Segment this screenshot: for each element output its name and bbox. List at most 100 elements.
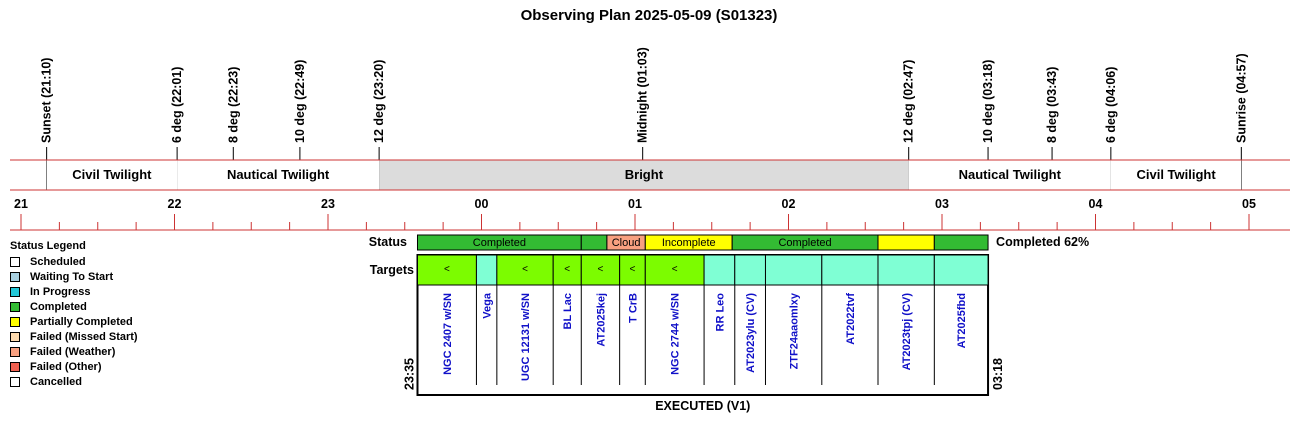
target-name: NGC 2407 w/SN	[442, 293, 454, 375]
event-markers: Sunset (21:10) 6 deg (22:01) 8 deg (22:23)…	[40, 47, 1248, 190]
target-name: NGC 2744 w/SN	[670, 293, 682, 375]
legend-swatch	[10, 286, 20, 297]
target-name: AT2023tpj (CV)	[901, 293, 913, 371]
target-mark: <	[522, 264, 528, 275]
event-label: 6 deg (04:06)	[1104, 67, 1118, 143]
legend-label: Cancelled	[30, 375, 82, 388]
target-bar	[475, 254, 498, 286]
legend-item: Scheduled	[10, 254, 180, 269]
target-bar	[552, 254, 582, 286]
twilight-label: Civil Twilight	[1136, 167, 1216, 182]
target-bar	[821, 254, 879, 286]
target-mark: <	[598, 264, 604, 275]
event-label: Sunrise (04:57)	[1234, 53, 1248, 143]
legend-label: In Progress	[30, 285, 91, 298]
legend-swatch	[10, 256, 20, 267]
target-name: RR Leo	[714, 293, 726, 332]
event-label: Midnight (01:03)	[636, 47, 650, 143]
end-time-label: 03:18	[991, 358, 1005, 390]
status-band	[933, 234, 989, 251]
target-bar	[703, 254, 736, 286]
target-bar	[496, 254, 554, 286]
target-name: BL Lac	[562, 293, 574, 329]
targets-row-label: Targets	[370, 263, 414, 277]
legend-item: Failed (Other)	[10, 359, 180, 374]
legend-label: Failed (Missed Start)	[30, 330, 138, 343]
status-legend: Status Legend Scheduled Waiting To Start I…	[10, 238, 180, 389]
legend-swatch	[10, 316, 20, 327]
target-bar	[644, 254, 705, 286]
hour-tick-label: 05	[1242, 197, 1256, 211]
target-mark: <	[564, 264, 570, 275]
event-label: 12 deg (02:47)	[902, 60, 916, 143]
target-name: T CrB	[627, 293, 639, 323]
target-name: AT2025fbd	[956, 293, 968, 348]
status-band-label: Completed	[778, 237, 831, 249]
target-bar	[764, 254, 823, 286]
status-band	[877, 234, 935, 251]
legend-swatch	[10, 301, 20, 312]
legend-title: Status Legend	[10, 240, 86, 252]
legend-label: Failed (Weather)	[30, 345, 116, 358]
target-name: AT2023ylu (CV)	[745, 293, 757, 373]
twilight-label: Bright	[625, 167, 664, 182]
target-mark: <	[672, 264, 678, 275]
twilight-segment	[908, 160, 1111, 190]
legend-swatch	[10, 361, 20, 372]
target-bar	[933, 254, 989, 286]
legend-swatch	[10, 331, 20, 342]
plan-block: Status Targets Completed 62% Completed Cloud…	[369, 234, 1089, 413]
legend-label: Failed (Other)	[30, 360, 102, 373]
twilight-label: Nautical Twilight	[227, 167, 330, 182]
target-mark: <	[444, 264, 450, 275]
legend-item: Waiting To Start	[10, 269, 180, 284]
legend-item: Failed (Weather)	[10, 344, 180, 359]
event-label: 8 deg (03:43)	[1045, 67, 1059, 143]
legend-item: Cancelled	[10, 374, 180, 389]
legend-item: Failed (Missed Start)	[10, 329, 180, 344]
status-band	[580, 234, 608, 251]
hour-tick-label: 23	[321, 197, 335, 211]
twilight-segment	[46, 160, 178, 190]
legend-swatch	[10, 376, 20, 387]
legend-swatch	[10, 271, 20, 282]
status-band-label: Cloud	[612, 237, 641, 249]
legend-label: Partially Completed	[30, 315, 133, 328]
event-label: 6 deg (22:01)	[170, 67, 184, 143]
hour-tick-label: 00	[475, 197, 489, 211]
hour-tick-label: 01	[628, 197, 642, 211]
hour-tick-label: 22	[168, 197, 182, 211]
twilight-segment	[177, 160, 380, 190]
target-bar	[416, 254, 477, 286]
twilight-segment	[379, 160, 909, 190]
twilight-label: Civil Twilight	[72, 167, 152, 182]
legend-item: Completed	[10, 299, 180, 314]
target-name: Vega	[482, 292, 494, 319]
status-band-label: Incomplete	[662, 237, 716, 249]
target-name: AT2022tvf	[845, 293, 857, 345]
target-name: AT2025kej	[595, 293, 607, 347]
legend-label: Waiting To Start	[30, 270, 114, 283]
legend-label: Completed	[30, 300, 87, 313]
hour-tick-label: 04	[1089, 197, 1103, 211]
target-name: ZTF24aaomlxy	[789, 292, 801, 369]
twilight-band: Civil Twilight Nautical Twilight Bright Nau…	[10, 159, 1290, 191]
plan-footer: EXECUTED (V1)	[655, 399, 750, 413]
hour-tick-label: 02	[782, 197, 796, 211]
target-mark: <	[630, 264, 636, 275]
target-bar	[877, 254, 935, 286]
legend-item: In Progress	[10, 284, 180, 299]
target-bar	[580, 254, 621, 286]
twilight-segment	[1110, 160, 1242, 190]
twilight-label: Nautical Twilight	[959, 167, 1062, 182]
event-label: 10 deg (22:49)	[293, 60, 307, 143]
legend-items: Scheduled Waiting To Start In Progress Comp…	[10, 254, 180, 389]
target-name: UGC 12131 w/SN	[520, 293, 532, 381]
event-label: 10 deg (03:18)	[981, 60, 995, 143]
chart-title: Observing Plan 2025-05-09 (S01323)	[521, 7, 778, 24]
legend-label: Scheduled	[30, 255, 86, 268]
time-axis: 21 22 23 00 01 02 03 04 05	[10, 197, 1290, 231]
status-row-label: Status	[369, 235, 407, 249]
legend-swatch	[10, 346, 20, 357]
